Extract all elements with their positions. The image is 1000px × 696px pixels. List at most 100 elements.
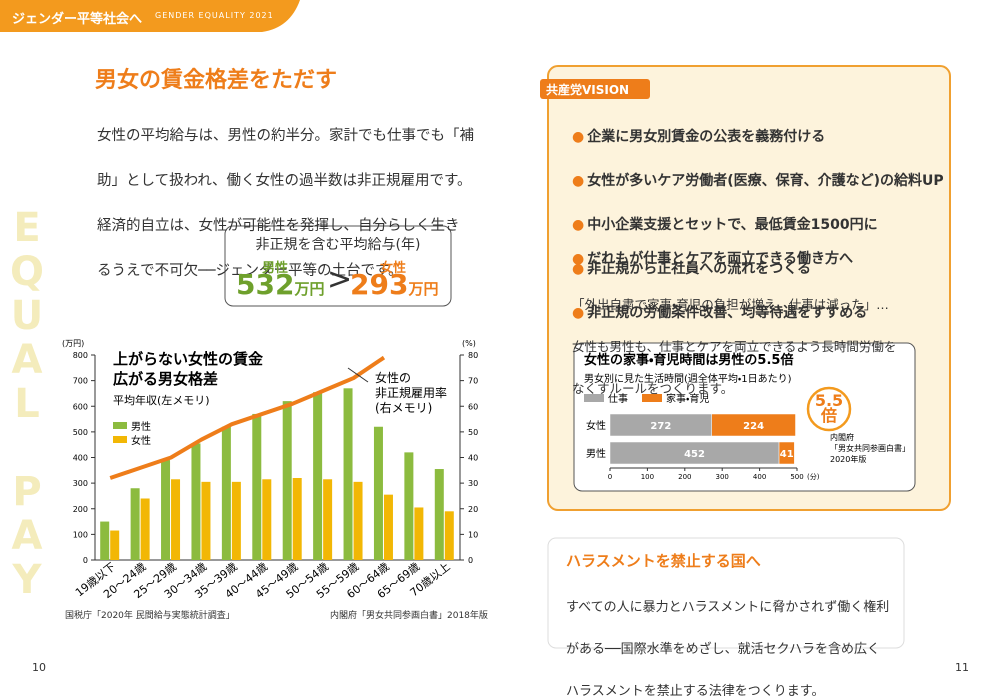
y2-tick-label: 30 xyxy=(468,479,478,488)
chart-title: 女性の家事・育児時間は男性の5.5倍 xyxy=(584,352,793,368)
salary-value: 293 xyxy=(350,268,409,301)
text-line: がある──国際水準をめざし、就活セクハラを含め広く xyxy=(566,642,881,657)
legend-swatch xyxy=(642,394,662,402)
vision-tag-text: 共産党VISION xyxy=(546,83,630,97)
bar xyxy=(140,498,150,560)
legend-label: 家事・育児 xyxy=(666,392,709,405)
bar xyxy=(201,481,211,560)
x-tick-label: 500 xyxy=(790,473,803,481)
chart-subtitle: 男女別に見た生活時間(週全体平均・1日あたり) xyxy=(584,372,792,385)
bar xyxy=(404,452,414,560)
x-tick-label: 100 xyxy=(641,473,654,481)
legend-label: 女性 xyxy=(131,434,151,447)
value-label: 41 xyxy=(780,449,794,460)
text-line: 「外出自粛で家事・育児の負担が増え、仕事は減った」… xyxy=(572,297,889,312)
bar xyxy=(100,521,110,560)
ratio-badge xyxy=(806,386,852,432)
header-tab xyxy=(0,0,300,32)
value-label: 452 xyxy=(684,449,705,460)
bar xyxy=(262,479,272,560)
y2-tick-label: 10 xyxy=(468,530,478,539)
bar xyxy=(353,481,363,560)
y2-tick-label: 0 xyxy=(468,556,473,565)
bar xyxy=(231,481,241,560)
x-tick-label: 300 xyxy=(716,473,729,481)
bar xyxy=(444,511,454,560)
bar xyxy=(130,488,140,560)
bar xyxy=(252,413,262,560)
y-tick-label: 800 xyxy=(73,351,88,360)
y2-tick-label: 70 xyxy=(468,377,478,386)
legend-label: 仕事 xyxy=(608,392,628,405)
bar xyxy=(434,469,444,560)
bar xyxy=(414,507,424,560)
text-line: 女性も男性も、仕事とケアを両立できるよう長時間労働を xyxy=(572,339,897,354)
y2-tick-label: 80 xyxy=(468,351,478,360)
x-tick-label: 400 xyxy=(753,473,766,481)
page-number: 10 xyxy=(32,661,46,674)
vision-bullets: 企業に男女別賃金の公表を義務付ける 女性が多いケア労働者(医療、保育、介護など)… xyxy=(572,106,944,345)
legend-swatch xyxy=(584,394,604,402)
x-axis-label: (分) xyxy=(807,472,820,481)
bullet: 女性が多いケア労働者(医療、保育、介護など)の給料UP xyxy=(572,169,943,194)
text-line: すべての人に暴力とハラスメントに脅かされず働く権利 xyxy=(566,600,890,615)
y-tick-label: 100 xyxy=(73,530,88,539)
y-tick-label: 0 xyxy=(83,556,88,565)
y2-tick-label: 20 xyxy=(468,505,478,514)
chart-subtitle: 平均年収(左メモリ) xyxy=(113,393,210,407)
heading: 男女の賃金格差をただす xyxy=(95,68,338,93)
harassment-box xyxy=(547,537,905,649)
bar xyxy=(323,479,333,560)
bar xyxy=(191,443,201,560)
value-label: 224 xyxy=(743,421,764,432)
bar xyxy=(383,494,393,560)
text-line: 助」として扱われ、働く女性の過半数は非正規雇用です。 xyxy=(97,173,472,189)
bullet: 中小企業支援とセットで、最低賃金1500円に xyxy=(572,213,944,238)
bar-segment xyxy=(711,413,796,437)
source: 国税庁「2020年 民間給与実態統計調査」 xyxy=(65,611,235,621)
leader-line xyxy=(347,367,369,383)
text-line: ハラスメントを禁止する法律をつくります。 xyxy=(566,684,825,696)
legend-label: 男性 xyxy=(131,420,151,433)
y-tick-label: 500 xyxy=(73,428,88,437)
salary-unit: 万円 xyxy=(294,280,325,298)
x-tick-label: 200 xyxy=(678,473,691,481)
y2-tick-label: 60 xyxy=(468,402,478,411)
value-label: 272 xyxy=(650,421,671,432)
text-line: るうえで不可欠──ジェンダー平等の土台です。 xyxy=(97,263,403,279)
y2-tick-label: 50 xyxy=(468,428,478,437)
line-label: 女性の非正規雇用率(右メモリ) xyxy=(375,371,447,415)
bar xyxy=(343,388,353,560)
vision-tag xyxy=(540,79,650,99)
bullet: 非正規の労働条件改善、均等待遇をすすめる xyxy=(572,301,944,326)
line-series xyxy=(109,355,386,480)
salary-unit: 万円 xyxy=(408,280,439,298)
harassment-paragraph: すべての人に暴力とハラスメントに脅かされず働く権利 がある──国際水準をめざし、… xyxy=(566,576,889,696)
bar-segment xyxy=(778,441,795,465)
category-label: 男性 xyxy=(586,447,606,460)
header-subtitle: GENDER EQUALITY 2021 xyxy=(155,11,274,20)
legend-swatch xyxy=(113,436,127,443)
x-tick-label: 0 xyxy=(608,473,612,481)
salary-box xyxy=(224,225,452,307)
vision-paragraph: 「外出自粛で家事・育児の負担が増え、仕事は減った」… 女性も男性も、仕事とケアを… xyxy=(572,273,896,420)
category-label: 女性 xyxy=(586,419,606,432)
y-tick-label: 600 xyxy=(73,402,88,411)
salary-label: 男性 xyxy=(262,261,289,276)
bar xyxy=(282,401,292,560)
bar xyxy=(110,530,120,560)
salary-women: 293万円 xyxy=(350,268,438,301)
annotation-badge: 5.5 倍 xyxy=(815,391,843,425)
intro: 女性の平均給与は、男性の約半分。家計でも仕事でも「補 助」として扱われ、働く女性… xyxy=(97,104,474,303)
y-tick-label: 300 xyxy=(73,479,88,488)
chart-title: 上がらない女性の賃金広がる男女格差 xyxy=(113,350,264,388)
y-tick-label: 400 xyxy=(73,454,88,463)
bar xyxy=(171,479,181,560)
bar xyxy=(292,478,302,560)
vision-heading: だれもが仕事とケアを両立できる働き方へ xyxy=(572,247,853,272)
legend-swatch xyxy=(113,422,127,429)
side-text: EQUAL PAY xyxy=(4,205,50,601)
text-line: 女性の平均給与は、男性の約半分。家計でも仕事でも「補 xyxy=(97,128,474,144)
